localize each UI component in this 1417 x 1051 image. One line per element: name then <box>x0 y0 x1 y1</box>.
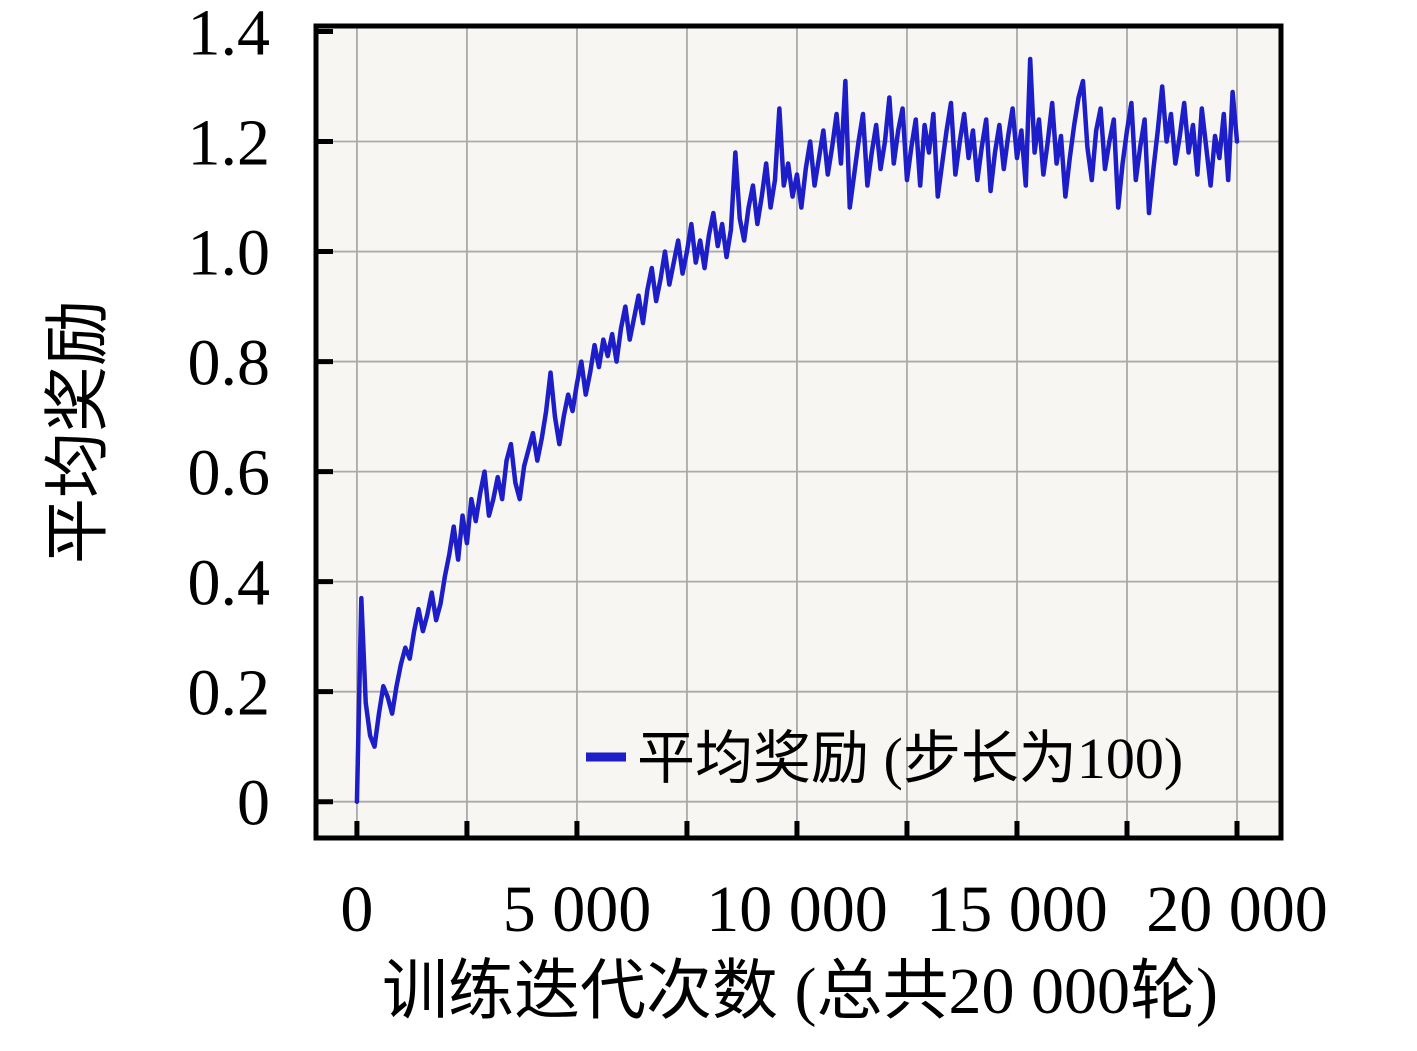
y-tick-label: 1.0 <box>188 217 271 290</box>
y-tick-label: 0.2 <box>188 657 271 730</box>
x-tick-label: 10 000 <box>706 873 888 946</box>
y-tick-label: 1.4 <box>188 0 271 70</box>
y-tick-label: 1.2 <box>188 107 271 180</box>
tick-labels: 0 5 000 10 000 15 000 20 000 0 0.2 0.4 0.6 0.8 1.0… <box>188 0 1328 946</box>
y-tick-label: 0.4 <box>188 547 271 620</box>
x-tick-label: 5 000 <box>503 873 652 946</box>
x-tick-label: 0 <box>340 873 373 946</box>
y-tick-label: 0.6 <box>188 437 271 510</box>
legend-label: 平均奖励 (步长为100) <box>637 726 1183 791</box>
plot-area <box>316 26 1281 838</box>
axis-ticks <box>316 29 1240 838</box>
y-tick-label: 0.8 <box>188 327 271 400</box>
x-tick-label: 15 000 <box>926 873 1108 946</box>
average-reward-line <box>354 56 1240 804</box>
x-axis-title: 训练迭代次数 (总共20 000轮) <box>382 955 1218 1028</box>
legend: 平均奖励 (步长为100) <box>586 726 1183 791</box>
y-tick-label: 0 <box>237 767 270 840</box>
x-tick-label: 20 000 <box>1146 873 1328 946</box>
y-axis-title: 平均奖励 <box>42 300 115 564</box>
